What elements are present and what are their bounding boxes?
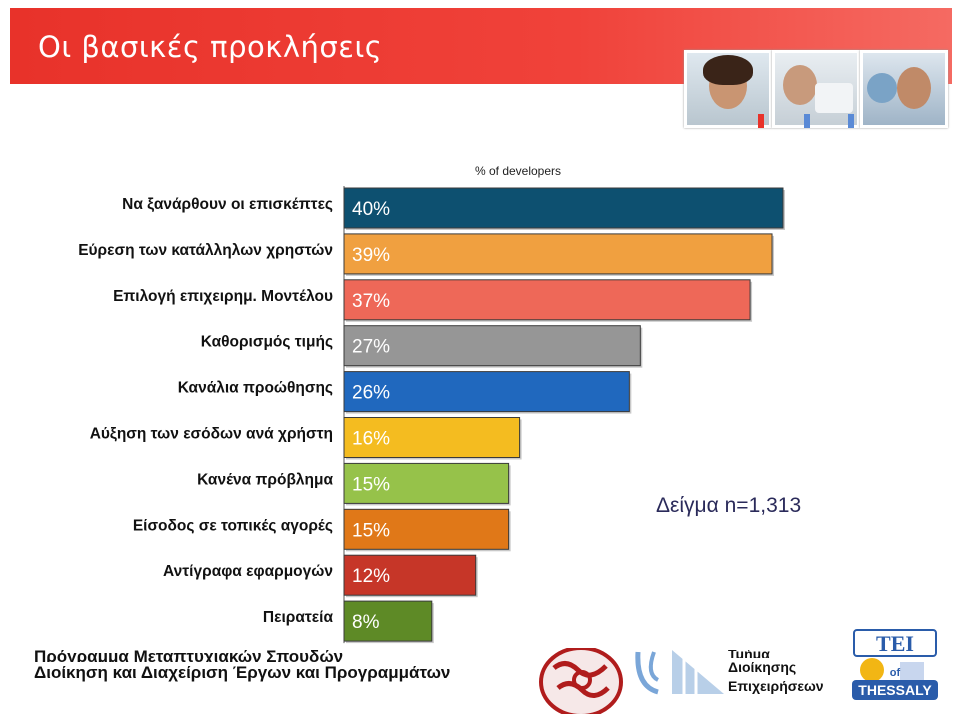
- bar: [343, 187, 784, 229]
- tei-logo-thessaly: THESSALY: [858, 682, 932, 698]
- bar-value-label: 12%: [352, 566, 390, 587]
- category-label: Αντίγραφα εφαρμογών: [163, 563, 333, 580]
- bar-value-label: 27%: [352, 337, 390, 358]
- category-label: Επιλογή επιχειρημ. Μοντέλου: [113, 288, 333, 305]
- category-label: Καθορισμός τιμής: [201, 334, 333, 351]
- footer-program-line: Πρόγραμμα Μεταπτυχιακών Σπουδών: [34, 647, 344, 662]
- tei-logo-text: ΤΕΙ: [876, 631, 914, 656]
- tei-thessaly-logo: ΤΕΙ of THESSALY: [852, 629, 938, 700]
- bar: [343, 508, 510, 550]
- bar-value-label: 15%: [352, 474, 390, 495]
- bar: [343, 417, 521, 458]
- slide-title: Οι βασικές προκλήσεις: [38, 30, 383, 64]
- footer: Πρόγραμμα Μεταπτυχιακών Σπουδών Διοίκηση…: [34, 646, 450, 684]
- department-line-2: Επιχειρήσεων: [728, 678, 824, 694]
- decor-square: [848, 114, 854, 128]
- bar: [343, 233, 773, 275]
- bar-value-label: 26%: [352, 383, 390, 404]
- photo-woman-headset: [860, 50, 948, 128]
- bar-value-label: 40%: [352, 199, 390, 220]
- bar-value-label: 39%: [352, 245, 390, 266]
- bar: [343, 554, 477, 596]
- sample-size-note: Δείγμα n=1,313: [656, 494, 802, 517]
- bar: [343, 371, 630, 413]
- category-label: Είσοδος σε τοπικές αγορές: [133, 517, 333, 534]
- department-logo: [635, 650, 724, 695]
- decor-square: [758, 114, 764, 128]
- bar-value-label: 16%: [352, 429, 390, 450]
- category-label: Εύρεση των κατάλληλων χρηστών: [78, 242, 333, 259]
- tei-logo-of: of: [890, 667, 901, 679]
- bar-value-label: 15%: [352, 520, 390, 541]
- header-photos: [676, 50, 948, 128]
- bar: [343, 462, 510, 504]
- category-label: Να ξανάρθουν οι επισκέπτες: [122, 196, 333, 213]
- category-label: Αύξηση των εσόδων ανά χρήστη: [90, 426, 333, 443]
- bar: [343, 325, 641, 367]
- photo-man-headset: [772, 50, 860, 128]
- category-label: Κανένα πρόβλημα: [197, 471, 333, 488]
- decor-square: [804, 114, 810, 128]
- department-line-1: Διοίκησης: [728, 659, 797, 675]
- bar: [343, 600, 433, 642]
- category-label: Κανάλια προώθησης: [178, 380, 333, 397]
- photo-woman-smiling: [684, 50, 772, 128]
- university-crest-logo: [539, 648, 623, 714]
- x-axis-label: % of developers: [475, 164, 561, 178]
- department-line-0: Τμήμα: [728, 650, 770, 658]
- bar: [343, 279, 751, 321]
- footer-course-line: Διοίκηση και Διαχείριση Έργων και Προγρα…: [34, 663, 451, 682]
- bar-value-label: 37%: [352, 291, 390, 312]
- department-name: Τμήμα Διοίκησης Επιχειρήσεων: [728, 650, 824, 696]
- bar-value-label: 8%: [352, 612, 380, 633]
- category-label: Πειρατεία: [263, 609, 334, 626]
